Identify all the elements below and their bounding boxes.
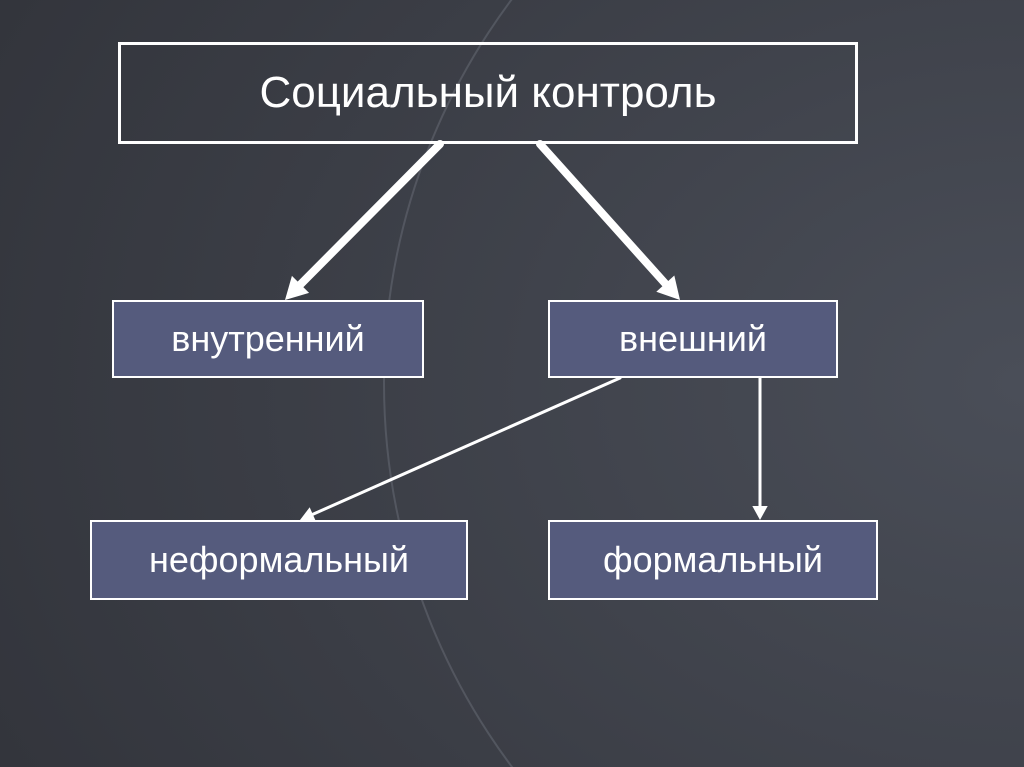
node-informal-label: неформальный — [149, 539, 409, 581]
node-inner-label: внутренний — [171, 318, 365, 360]
node-informal: неформальный — [90, 520, 468, 600]
node-formal: формальный — [548, 520, 878, 600]
node-root: Социальный контроль — [118, 42, 858, 144]
node-formal-label: формальный — [603, 539, 823, 581]
diagram-canvas: Социальный контроль внутренний внешний н… — [0, 0, 1024, 767]
node-inner: внутренний — [112, 300, 424, 378]
node-outer: внешний — [548, 300, 838, 378]
node-root-label: Социальный контроль — [259, 68, 716, 118]
node-outer-label: внешний — [619, 318, 767, 360]
